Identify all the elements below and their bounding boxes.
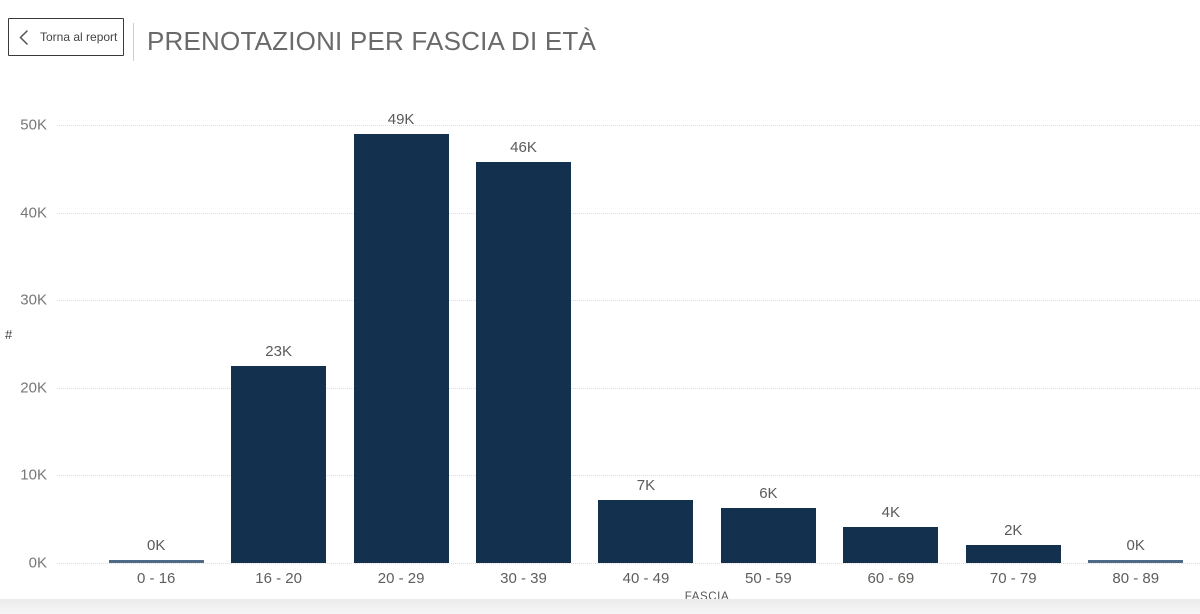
data-label: 7K <box>636 476 656 494</box>
bar-60-69[interactable] <box>843 527 939 563</box>
data-label: 4K <box>881 504 901 522</box>
header-divider <box>133 23 134 61</box>
bar-40-49[interactable] <box>598 499 694 563</box>
gridline-40K <box>57 212 1200 214</box>
x-tick-label: 70 - 79 <box>989 570 1037 587</box>
bar-0-16[interactable] <box>108 560 204 563</box>
x-tick-label: 0 - 16 <box>137 570 176 587</box>
back-button-label: Torna al report <box>40 30 118 44</box>
bar-slot: 7K 40 - 49 <box>585 125 707 587</box>
x-tick-label: 50 - 59 <box>745 570 792 587</box>
bar-slot: 0K 0 - 16 <box>95 125 217 587</box>
x-tick-label: 16 - 20 <box>255 570 302 587</box>
gridline-20K <box>57 387 1200 389</box>
page-title: PRENOTAZIONI PER FASCIA DI ETÀ <box>147 26 597 56</box>
data-label: 0K <box>147 537 166 555</box>
y-tick-label: 20K <box>20 379 47 397</box>
bar-16-20[interactable] <box>231 365 327 563</box>
y-axis-title: # <box>5 327 13 342</box>
y-tick-label: 10K <box>20 466 47 484</box>
gridline-30K <box>57 300 1200 302</box>
gridline-10K <box>57 475 1200 477</box>
footer-strip <box>0 599 1200 614</box>
bar-50-59[interactable] <box>720 507 816 563</box>
bar-80-89[interactable] <box>1088 560 1184 563</box>
bar-slot: 23K 16 - 20 <box>217 125 339 587</box>
back-to-report-button[interactable]: Torna al report <box>8 18 124 56</box>
y-tick-label: 30K <box>20 291 47 309</box>
gridline-0K <box>57 563 1200 564</box>
bar-slot: 2K 70 - 79 <box>952 125 1074 587</box>
data-label: 49K <box>387 110 415 128</box>
bar-slot: 46K 30 - 39 <box>462 125 584 587</box>
bar-slot: 49K 20 - 29 <box>340 111 462 587</box>
x-tick-label: 30 - 39 <box>500 570 547 587</box>
bar-20-29[interactable] <box>353 133 449 563</box>
data-label: 6K <box>759 484 778 502</box>
data-label: 2K <box>1004 522 1023 540</box>
data-label: 46K <box>510 138 537 156</box>
y-tick-label: 50K <box>20 116 47 134</box>
bar-30-39[interactable] <box>476 161 572 563</box>
y-tick-label: 0K <box>28 554 47 572</box>
data-label: 23K <box>265 342 292 360</box>
x-tick-label: 60 - 69 <box>867 570 915 587</box>
x-tick-label: 80 - 89 <box>1112 570 1160 587</box>
x-tick-label: 20 - 29 <box>377 570 425 587</box>
plot-area: 0K 10K 20K 30K 40K 50K 0K 0 - 16 23K 16 - 20 49K 2… <box>20 111 1200 587</box>
bar-series: 0K 0 - 16 23K 16 - 20 49K 20 - 29 46K 30 - 39 7K… <box>95 111 1197 587</box>
y-tick-label: 40K <box>20 204 47 222</box>
bar-slot: 0K 80 - 89 <box>1075 125 1197 587</box>
bar-70-79[interactable] <box>965 545 1061 563</box>
bar-slot: 6K 50 - 59 <box>707 125 829 587</box>
gridline-50K <box>57 125 1200 126</box>
x-tick-label: 40 - 49 <box>622 570 670 587</box>
bar-slot: 4K 60 - 69 <box>830 125 952 587</box>
back-chevron-icon <box>19 29 28 45</box>
data-label: 0K <box>1126 537 1145 555</box>
